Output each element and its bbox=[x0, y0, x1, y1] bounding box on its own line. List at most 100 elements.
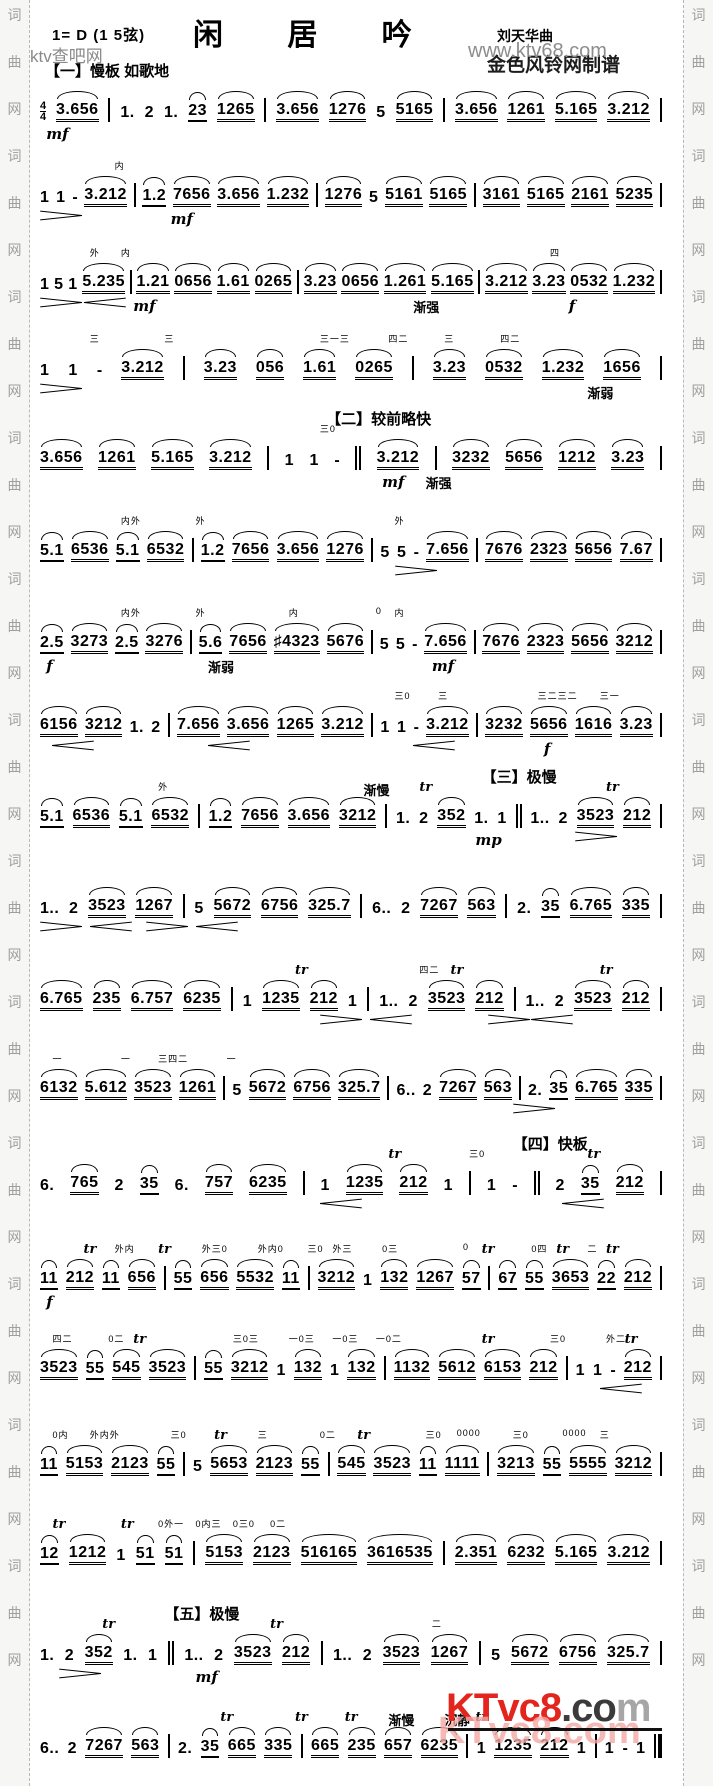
tempo-annotation: 沉静 bbox=[444, 1713, 471, 1728]
note-group: 5672 bbox=[213, 887, 252, 918]
note-group: 212 bbox=[529, 1349, 558, 1380]
watermark-segment: .co bbox=[561, 1686, 617, 1730]
barline bbox=[223, 1076, 226, 1100]
barline bbox=[466, 1734, 469, 1758]
note-group: 656 bbox=[127, 1259, 156, 1290]
note-group: 5555 bbox=[569, 1445, 607, 1476]
note-group: 5 bbox=[232, 1082, 242, 1099]
note-group: 11 bbox=[418, 1446, 437, 1476]
section-label: 【二】较前略快 bbox=[326, 411, 432, 428]
note-group: 3212 bbox=[614, 1445, 653, 1476]
note-group: 3523 bbox=[576, 797, 615, 828]
watermark-segment: KTvc8 bbox=[446, 1686, 562, 1730]
watermark-char: 词 bbox=[691, 148, 706, 164]
note-group: 212 bbox=[623, 1259, 653, 1290]
watermark-char: 网 bbox=[691, 1088, 706, 1104]
note-group: 5532 bbox=[236, 1259, 274, 1290]
note-group: 1 bbox=[636, 1740, 646, 1757]
watermark-char: 网 bbox=[7, 1088, 22, 1104]
note-group: 3523 bbox=[427, 980, 466, 1011]
watermark-char: 网 bbox=[691, 1652, 706, 1668]
barline bbox=[659, 1641, 662, 1665]
fingering-mark: 外 bbox=[195, 608, 206, 618]
section-label: 【三】极慢 bbox=[481, 769, 557, 786]
note-group: 6532 bbox=[151, 797, 190, 828]
trill-mark: tr bbox=[606, 1242, 619, 1257]
note-group: 3523 bbox=[40, 1349, 78, 1380]
note-group: 35 bbox=[541, 888, 560, 918]
note-group: 7267 bbox=[439, 1069, 477, 1100]
note-group: 2 bbox=[419, 810, 429, 827]
note-group: 67 bbox=[498, 1260, 518, 1290]
diminuendo-hairpin bbox=[320, 1014, 362, 1024]
double-barline bbox=[355, 446, 362, 470]
barline bbox=[307, 1266, 310, 1290]
note-group: 212 bbox=[623, 797, 652, 828]
note-group: 6532 bbox=[146, 531, 185, 562]
fingering-mark: 0内 bbox=[52, 1430, 69, 1440]
watermark-char: 网 bbox=[7, 1229, 22, 1245]
watermark-char: 词 bbox=[691, 1417, 706, 1433]
note-group: 6756 bbox=[260, 887, 299, 918]
note-group: 1 bbox=[396, 719, 407, 736]
diminuendo-hairpin bbox=[513, 1103, 555, 1113]
watermark-char: 曲 bbox=[7, 1182, 22, 1198]
watermark-char: 曲 bbox=[7, 477, 22, 493]
notes-row: 6132 5.612 3523 1261 5 5672 6756 325.7 6.. 2 7267 5… bbox=[40, 1069, 662, 1100]
note-group: 2123 bbox=[252, 1534, 291, 1565]
watermark-char: 曲 bbox=[7, 1041, 22, 1057]
barline bbox=[129, 270, 132, 294]
barline bbox=[478, 1641, 481, 1665]
watermark-char: 曲 bbox=[691, 477, 706, 493]
note-group: 1265 bbox=[276, 706, 315, 737]
note-group: 0532 bbox=[570, 263, 608, 294]
note-group: 2 bbox=[151, 719, 161, 736]
fingering-mark: 一0三 bbox=[332, 1334, 359, 1344]
diminuendo-hairpin bbox=[40, 297, 82, 307]
note-group: 3.656 bbox=[226, 706, 270, 737]
notation-system: 四二 0二 tr 三0三 一0三 一0三 一0二 tr 三0 外二 tr 3523 55 545 3523 5… bbox=[40, 1332, 662, 1386]
note-group: 3.656 bbox=[276, 531, 320, 562]
note-group: 2. bbox=[517, 900, 532, 917]
fingering-mark: 四 bbox=[550, 248, 561, 258]
watermark-underline bbox=[448, 1728, 662, 1731]
note-group: 7656 bbox=[229, 623, 267, 654]
watermark-char: 词 bbox=[691, 571, 706, 587]
note-group: 1 bbox=[40, 276, 50, 293]
diminuendo-hairpin bbox=[40, 210, 82, 220]
note-group: 1 bbox=[68, 276, 78, 293]
barline bbox=[659, 1356, 662, 1380]
fingering-mark: 0内三 bbox=[195, 1519, 222, 1529]
note-group: 11 bbox=[281, 1260, 300, 1290]
fingering-mark: 三 bbox=[89, 334, 100, 344]
note-group: ♯4323 bbox=[273, 623, 320, 654]
note-group: 1 bbox=[575, 1362, 586, 1379]
crescendo-hairpin bbox=[562, 1198, 604, 1208]
barline bbox=[659, 1171, 662, 1195]
dash-note: - bbox=[413, 719, 419, 736]
fingering-mark: 内 bbox=[394, 608, 405, 618]
diminuendo-hairpin bbox=[395, 565, 437, 575]
note-group: 3523 bbox=[382, 1634, 421, 1665]
barline bbox=[659, 538, 662, 562]
note-group: 6756 bbox=[293, 1069, 331, 1100]
note-group: 1132 bbox=[393, 1349, 431, 1380]
note-group: 51 bbox=[164, 1535, 184, 1565]
barline bbox=[167, 1734, 170, 1758]
watermark-char: 曲 bbox=[7, 1464, 22, 1480]
watermark-char: 网 bbox=[7, 1652, 22, 1668]
note-group: 5161 bbox=[385, 176, 423, 207]
barline bbox=[133, 183, 136, 207]
note-group: 563 bbox=[131, 1727, 160, 1758]
note-group: 757 bbox=[204, 1164, 234, 1195]
fingering-mark: 三二三二 bbox=[537, 691, 578, 701]
note-group: 3.212 bbox=[607, 1534, 650, 1565]
watermark-char: 网 bbox=[691, 1370, 706, 1386]
diminuendo-hairpin bbox=[59, 1668, 101, 1678]
fingering-mark: 三 bbox=[257, 1430, 268, 1440]
watermark-char: 曲 bbox=[691, 900, 706, 916]
note-group: 212 bbox=[309, 980, 338, 1011]
note-group: 1276 bbox=[328, 91, 367, 122]
note-group: 55 bbox=[301, 1446, 320, 1476]
barline bbox=[183, 1452, 186, 1476]
